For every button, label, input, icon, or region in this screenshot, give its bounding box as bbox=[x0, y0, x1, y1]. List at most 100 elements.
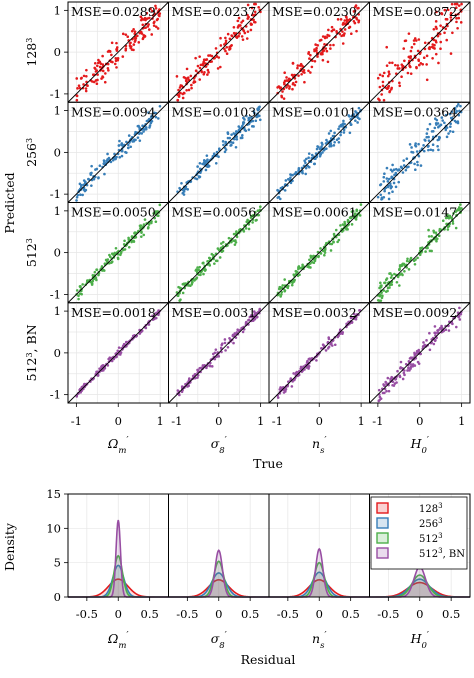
data-point bbox=[425, 63, 428, 66]
data-point bbox=[414, 168, 417, 172]
data-point bbox=[387, 191, 391, 195]
data-point bbox=[405, 157, 409, 161]
data-point bbox=[401, 64, 405, 68]
data-point bbox=[126, 143, 130, 147]
data-point bbox=[119, 253, 122, 257]
y-tick-label: 1 bbox=[54, 3, 61, 17]
data-point bbox=[430, 249, 433, 253]
data-point bbox=[326, 347, 330, 350]
density-panel bbox=[67, 493, 169, 598]
data-point bbox=[390, 185, 393, 189]
data-point bbox=[435, 123, 438, 126]
data-point bbox=[141, 124, 144, 128]
data-point bbox=[289, 377, 293, 380]
data-point bbox=[341, 42, 345, 45]
data-point bbox=[134, 138, 137, 142]
data-point bbox=[186, 188, 189, 191]
data-point bbox=[253, 10, 257, 14]
data-point bbox=[252, 213, 256, 217]
data-point bbox=[425, 135, 429, 139]
data-point bbox=[100, 77, 103, 80]
data-point bbox=[317, 254, 320, 258]
data-point bbox=[93, 270, 97, 274]
data-point bbox=[115, 41, 118, 45]
mse-label: MSE=0.0872 bbox=[373, 4, 458, 19]
data-point bbox=[77, 294, 80, 298]
data-point bbox=[130, 240, 133, 244]
data-point bbox=[315, 49, 318, 52]
data-point bbox=[427, 139, 431, 142]
data-point bbox=[224, 36, 227, 40]
mse-label: MSE=0.0032 bbox=[272, 305, 357, 320]
data-point bbox=[226, 136, 230, 140]
data-point bbox=[394, 167, 398, 171]
data-point bbox=[243, 31, 247, 35]
legend-label: 5123 bbox=[419, 532, 443, 545]
data-point bbox=[431, 129, 435, 133]
data-point bbox=[206, 68, 210, 72]
data-point bbox=[439, 40, 443, 44]
y-tick-label: 0 bbox=[54, 246, 61, 260]
data-point bbox=[291, 87, 294, 91]
data-point bbox=[312, 162, 316, 166]
data-point bbox=[79, 193, 82, 196]
data-point bbox=[153, 111, 156, 115]
data-point bbox=[113, 152, 116, 156]
data-point bbox=[95, 64, 99, 68]
data-point bbox=[425, 78, 429, 82]
column-label: Ωm′ bbox=[107, 631, 128, 651]
data-point bbox=[383, 384, 386, 387]
data-point bbox=[339, 18, 343, 21]
data-point bbox=[434, 52, 438, 56]
data-point bbox=[217, 155, 220, 159]
mse-label: MSE=0.0230 bbox=[272, 4, 357, 19]
data-point bbox=[212, 253, 215, 257]
data-point bbox=[92, 80, 96, 84]
data-point bbox=[382, 180, 386, 183]
data-point bbox=[401, 171, 405, 174]
data-point bbox=[79, 185, 83, 189]
data-point bbox=[201, 262, 205, 265]
data-point bbox=[450, 2, 454, 6]
data-point bbox=[441, 326, 444, 330]
identity-line bbox=[67, 302, 169, 404]
data-point bbox=[345, 227, 348, 230]
data-point bbox=[450, 110, 454, 113]
data-point bbox=[437, 148, 440, 152]
data-point bbox=[431, 135, 435, 139]
data-point bbox=[118, 139, 121, 143]
data-point bbox=[251, 314, 255, 318]
data-point bbox=[388, 272, 391, 275]
data-point bbox=[458, 306, 461, 310]
data-point bbox=[247, 227, 251, 231]
x-tick-label: -1 bbox=[272, 414, 283, 428]
data-point bbox=[234, 145, 238, 149]
data-point bbox=[187, 377, 191, 380]
data-point bbox=[387, 389, 391, 393]
data-point bbox=[134, 39, 137, 42]
data-point bbox=[226, 345, 230, 349]
data-point bbox=[391, 383, 394, 387]
data-point bbox=[353, 9, 357, 13]
mse-label: MSE=0.0094 bbox=[71, 104, 156, 119]
data-point bbox=[332, 28, 336, 32]
data-point bbox=[437, 234, 441, 238]
data-point bbox=[109, 160, 113, 164]
data-point bbox=[220, 250, 224, 254]
x-tick-label: 0 bbox=[316, 414, 323, 428]
data-point bbox=[398, 374, 401, 377]
data-point bbox=[198, 265, 202, 269]
data-point bbox=[355, 29, 358, 33]
data-point bbox=[190, 83, 193, 87]
data-point bbox=[313, 259, 317, 263]
mse-label: MSE=0.0092 bbox=[373, 305, 458, 320]
data-point bbox=[226, 32, 230, 36]
data-point bbox=[137, 41, 141, 44]
data-point bbox=[123, 239, 126, 243]
mse-label: MSE=0.0018 bbox=[71, 305, 156, 320]
identity-line bbox=[268, 202, 370, 304]
data-point bbox=[110, 359, 114, 363]
data-point bbox=[405, 259, 409, 263]
data-point bbox=[106, 158, 109, 161]
data-point bbox=[206, 260, 209, 263]
